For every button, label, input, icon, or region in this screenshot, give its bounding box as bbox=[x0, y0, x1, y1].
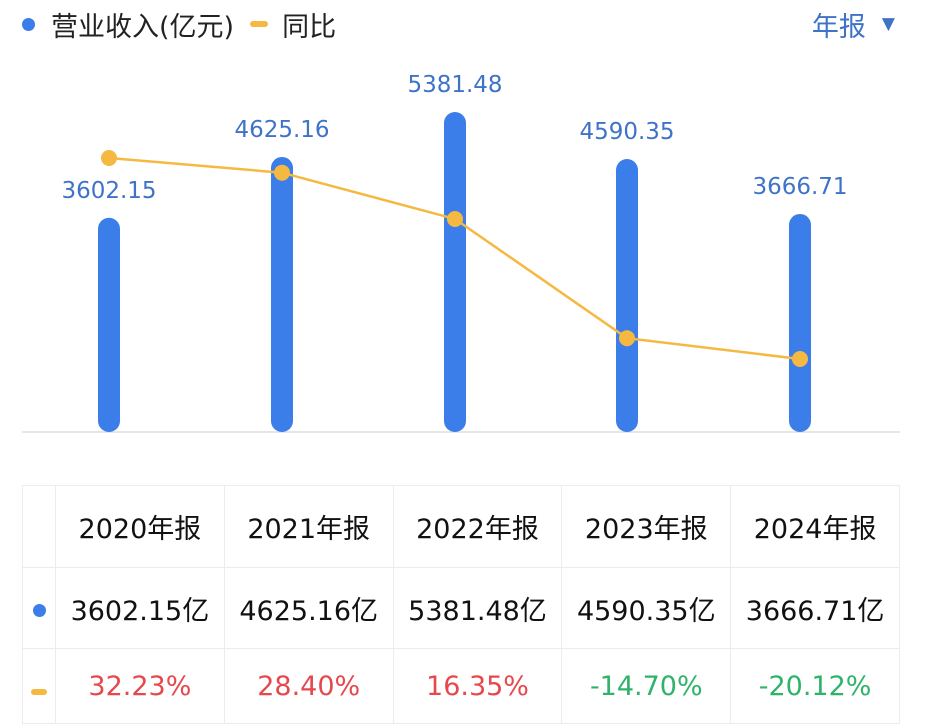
revenue-legend-label: 营业收入(亿元) bbox=[51, 11, 235, 43]
revenue-row: 3602.15亿 4625.16亿 5381.48亿 4590.35亿 3666… bbox=[22, 567, 900, 649]
revenue-data-label: 4625.16 bbox=[234, 117, 329, 143]
yoy-cell: -14.70% bbox=[561, 648, 732, 724]
table-header-row: 2020年报 2021年报 2022年报 2023年报 2024年报 bbox=[22, 485, 900, 568]
header-marker-cell bbox=[22, 485, 56, 568]
revenue-cell: 5381.48亿 bbox=[392, 567, 563, 649]
revenue-cell: 3602.15亿 bbox=[55, 567, 225, 649]
period-selector[interactable]: 年报 ▼ bbox=[812, 4, 895, 44]
revenue-bar bbox=[98, 217, 120, 432]
revenue-data-label: 3602.15 bbox=[61, 178, 156, 204]
revenue-legend-marker bbox=[22, 17, 35, 31]
header-cell: 2022年报 bbox=[392, 485, 563, 568]
yoy-cell: -20.12% bbox=[730, 648, 900, 724]
yoy-cell: 28.40% bbox=[223, 648, 394, 724]
header-cell: 2024年报 bbox=[730, 485, 900, 568]
data-table: 2020年报 2021年报 2022年报 2023年报 2024年报 3602.… bbox=[22, 485, 900, 724]
revenue-bar bbox=[271, 156, 293, 432]
revenue-cell: 4625.16亿 bbox=[223, 567, 394, 649]
yoy-point bbox=[792, 351, 808, 367]
revenue-cell: 3666.71亿 bbox=[730, 567, 900, 649]
revenue-bar bbox=[444, 112, 466, 432]
revenue-dot-icon bbox=[32, 603, 46, 617]
yoy-point bbox=[447, 210, 463, 227]
header-cell: 2021年报 bbox=[223, 485, 394, 568]
revenue-data-label: 5381.48 bbox=[407, 72, 502, 98]
period-selector-label: 年报 bbox=[811, 11, 866, 43]
yoy-row-marker bbox=[22, 648, 56, 724]
revenue-bar bbox=[789, 213, 811, 432]
header-cell: 2020年报 bbox=[55, 485, 225, 568]
revenue-cell: 4590.35亿 bbox=[561, 567, 732, 649]
header-cell: 2023年报 bbox=[561, 485, 732, 568]
chevron-down-icon: ▼ bbox=[881, 14, 895, 34]
yoy-legend-marker bbox=[250, 21, 269, 27]
revenue-chart: 3602.15 4625.16 5381.48 4590.35 3666.71 bbox=[22, 72, 900, 433]
yoy-cell: 32.23% bbox=[55, 648, 225, 724]
revenue-bar bbox=[616, 159, 638, 432]
yoy-point bbox=[101, 150, 117, 166]
revenue-data-label: 4590.35 bbox=[579, 119, 674, 145]
yoy-row: 32.23% 28.40% 16.35% -14.70% -20.12% bbox=[22, 648, 900, 724]
yoy-cell: 16.35% bbox=[392, 648, 563, 724]
chart-legend: 营业收入(亿元) 同比 bbox=[22, 4, 336, 44]
yoy-dash-icon bbox=[31, 688, 47, 695]
yoy-legend-label: 同比 bbox=[282, 11, 337, 43]
revenue-data-label: 3666.71 bbox=[752, 174, 847, 200]
yoy-point bbox=[619, 330, 635, 347]
revenue-row-marker bbox=[22, 567, 56, 649]
yoy-point bbox=[274, 164, 290, 181]
